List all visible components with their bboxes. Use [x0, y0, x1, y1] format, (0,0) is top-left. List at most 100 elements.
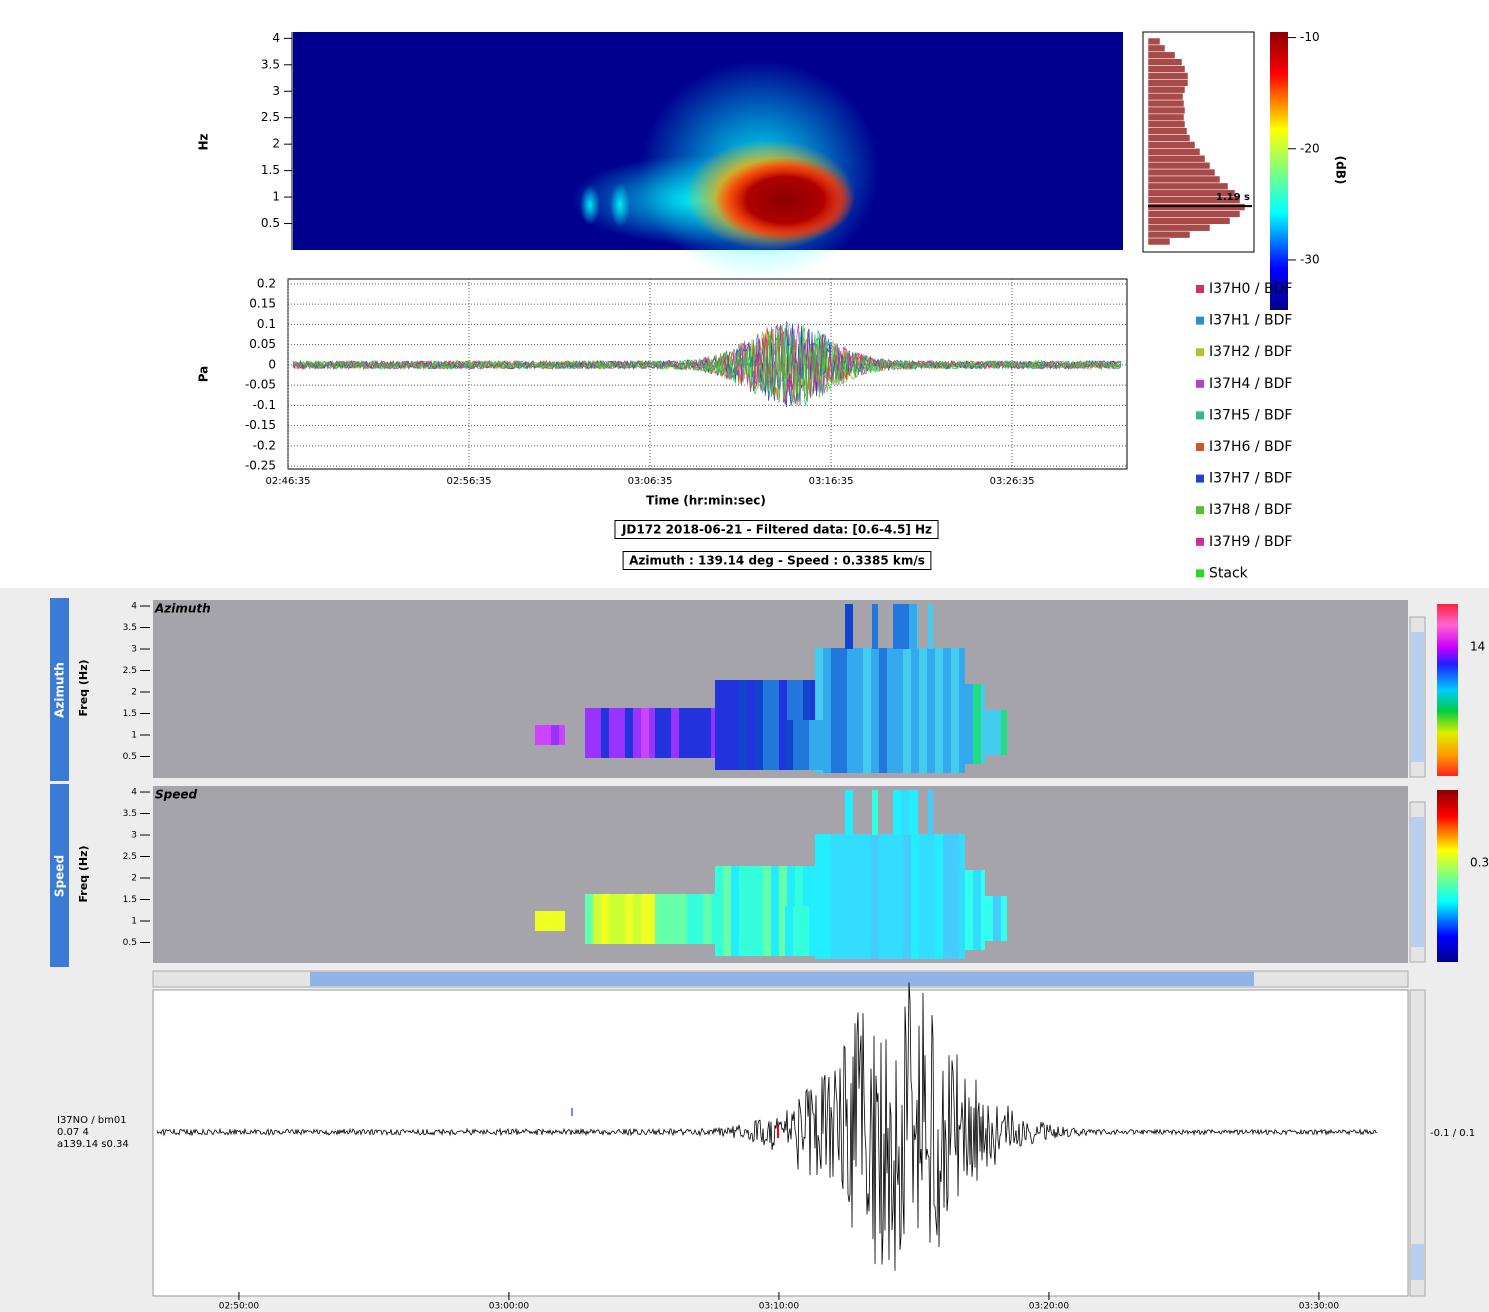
legend-swatch [1196, 379, 1204, 388]
legend-label: I37H9 / BDF [1209, 534, 1292, 550]
fk-cell [901, 604, 909, 649]
x-tick-label: 03:00:00 [489, 1302, 530, 1312]
fk-cell [671, 708, 679, 758]
fk-cell [845, 604, 853, 649]
azimuth-colorbar [1437, 604, 1458, 776]
histogram-bar [1147, 161, 1211, 170]
scroll-thumb[interactable] [1411, 817, 1424, 947]
legend-label: I37H6 / BDF [1209, 439, 1292, 455]
fk-cell [663, 708, 671, 758]
y-tick-label: 3 [131, 831, 137, 841]
fk-cell [895, 648, 903, 773]
fk-cell [715, 866, 723, 956]
y-tick-label: 0.5 [261, 216, 280, 230]
fk-cell [739, 866, 747, 956]
fk-cell [935, 834, 943, 959]
fk-cell [771, 680, 779, 770]
fk-cell [609, 894, 617, 944]
fk-cell [943, 834, 951, 959]
y-tick-label: 2 [131, 688, 137, 698]
fk-cell [625, 894, 633, 944]
scrollbar[interactable] [1409, 989, 1426, 1297]
fk-cell [703, 708, 711, 758]
x-tick-label: 02:56:35 [447, 476, 492, 487]
fk-cell [543, 911, 551, 931]
x-tick-label: 03:16:35 [809, 476, 854, 487]
fk-cell [731, 866, 739, 956]
fk-cell [633, 894, 641, 944]
tab[interactable] [50, 598, 69, 781]
fk-cell [943, 648, 951, 773]
histogram-bar [1147, 106, 1186, 115]
colorbar-label: 0.3 [1470, 856, 1489, 870]
fk-cell [755, 866, 763, 956]
fk-cell [855, 648, 863, 773]
axis-title: (dB) [1334, 156, 1348, 185]
fk-cell [928, 790, 933, 835]
histogram-bar [1147, 237, 1171, 246]
spectrogram-energy [570, 60, 880, 280]
scroll-thumb[interactable] [1411, 632, 1424, 762]
fk-cell [817, 906, 825, 956]
histogram-bar [1147, 37, 1161, 46]
fk-cell [823, 834, 831, 959]
fk-cell [739, 680, 747, 770]
fk-cell [723, 680, 731, 770]
waveform-trace [292, 330, 1122, 402]
fk-cell [887, 648, 895, 773]
y-tick-label: -0.25 [245, 459, 276, 473]
fk-cell [809, 906, 817, 956]
fk-cell [951, 648, 959, 773]
caption: JD172 2018-06-21 - Filtered data: [0.6-4… [621, 523, 932, 537]
fk-cell [903, 648, 911, 773]
fk-cell [779, 680, 787, 770]
fk-cell [993, 710, 1001, 755]
fk-cell [879, 648, 887, 773]
fk-cell [695, 894, 703, 944]
histogram-bar [1147, 99, 1185, 108]
h-scroll-thumb[interactable] [310, 972, 1254, 986]
fk-cell [855, 834, 863, 959]
fk-cell [879, 834, 887, 959]
histogram-bar [1147, 65, 1186, 73]
x-tick-label: 03:10:00 [759, 1302, 800, 1312]
y-tick-label: 3.5 [123, 809, 137, 819]
fk-cell [973, 870, 981, 950]
fk-cell [747, 866, 755, 956]
fk-cell [845, 790, 853, 835]
fk-cell [649, 708, 655, 758]
fk-cell [679, 894, 687, 944]
fk-cell [917, 604, 918, 649]
fk-cell [935, 648, 943, 773]
fk-cell [715, 680, 723, 770]
fk-cell [809, 720, 817, 770]
legend-label: I37H0 / BDF [1209, 281, 1292, 297]
tab-label[interactable]: Speed [53, 855, 67, 897]
histogram-bar [1147, 230, 1191, 239]
trace-scale: -0.1 / 0.1 [1430, 1128, 1475, 1139]
x-tick-label: 03:20:00 [1029, 1302, 1070, 1312]
fk-cell [585, 894, 593, 944]
tab-label[interactable]: Azimuth [53, 662, 67, 718]
y-tick-label: 3.5 [261, 57, 280, 71]
legend-label: I37H7 / BDF [1209, 471, 1292, 487]
fk-cell [793, 906, 801, 956]
legend-label: Stack [1209, 565, 1249, 581]
fk-cell [839, 834, 847, 959]
y-tick-label: 0.5 [123, 938, 137, 948]
y-tick-label: 4 [131, 788, 137, 798]
fk-cell [695, 708, 703, 758]
fk-cell [823, 648, 831, 773]
y-tick-label: 0.1 [257, 317, 276, 331]
trace-info: 0.07 4 [57, 1127, 89, 1138]
y-tick-label: -0.05 [245, 378, 276, 392]
x-tick-label: 03:26:35 [990, 476, 1035, 487]
scroll-thumb[interactable] [1411, 1244, 1424, 1280]
histogram-bar [1147, 168, 1216, 177]
db-colorbar [1270, 32, 1288, 310]
tab[interactable] [50, 784, 69, 967]
histogram-bar [1147, 72, 1189, 80]
fk-cell [543, 725, 551, 745]
legend-swatch [1196, 474, 1204, 483]
y-tick-label: 0.15 [249, 297, 276, 311]
